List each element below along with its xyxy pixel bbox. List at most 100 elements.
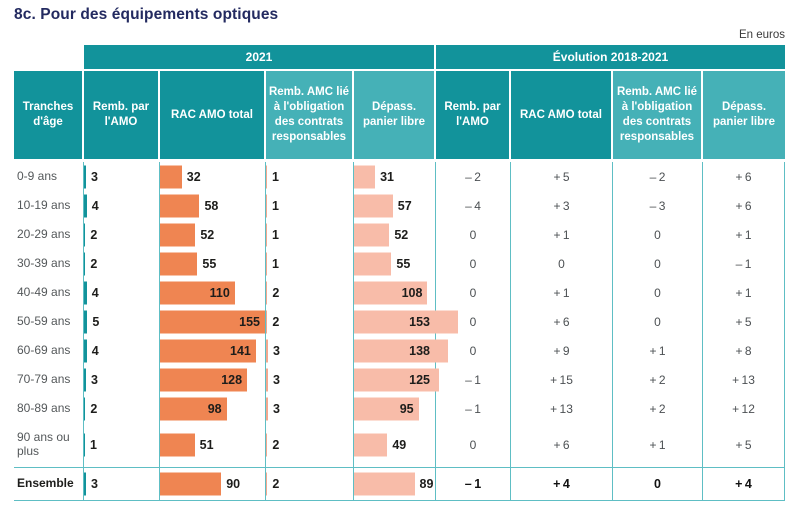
value-bar-remb-amc bbox=[266, 165, 267, 188]
evolution-value-remb-amc: – 2 bbox=[613, 162, 703, 191]
column-header-row: Tranches d'âge Remb. par l'AMO RAC AMO t… bbox=[14, 71, 785, 159]
value-label: 1 bbox=[272, 169, 279, 184]
evolution-value-rac-amo: + 6 bbox=[511, 423, 613, 467]
value-label: 55 bbox=[202, 256, 217, 271]
value-bar-depass bbox=[354, 252, 392, 275]
value-bar-depass bbox=[354, 397, 419, 420]
value-cell-rac-amo: 90 bbox=[160, 468, 266, 500]
value-bar-remb-amc bbox=[266, 252, 267, 275]
value-cell-remb-amc: 2 bbox=[266, 423, 354, 467]
value-bar-rac-amo bbox=[160, 252, 198, 275]
age-label: 70-79 ans bbox=[14, 365, 84, 394]
evolution-value-depass: + 5 bbox=[703, 307, 785, 336]
value-cell-remb-amo: 4 bbox=[84, 278, 160, 307]
evolution-value-rac-amo: + 4 bbox=[511, 468, 613, 500]
value-bar-rac-amo bbox=[160, 433, 195, 457]
evolution-value-remb-amc: + 1 bbox=[613, 423, 703, 467]
age-label: 10-19 ans bbox=[14, 191, 84, 220]
value-bar-depass bbox=[354, 165, 376, 188]
value-bar-remb-amc bbox=[266, 433, 268, 457]
value-label: 98 bbox=[207, 401, 222, 416]
evolution-value-depass: + 1 bbox=[703, 278, 785, 307]
value-bar-remb-amc bbox=[266, 368, 269, 391]
age-label: 30-39 ans bbox=[14, 249, 84, 278]
table-row: 20-29 ans 2 52 1 52 0 + 1 0 + 1 bbox=[14, 220, 785, 249]
value-bar-depass bbox=[354, 281, 428, 304]
value-label: 110 bbox=[209, 285, 230, 300]
value-bar-rac-amo bbox=[160, 165, 182, 188]
value-label: 90 bbox=[226, 477, 241, 491]
evolution-value-rac-amo: 0 bbox=[511, 249, 613, 278]
value-cell-rac-amo: 110 bbox=[160, 278, 266, 307]
value-label: 89 bbox=[419, 477, 434, 491]
evolution-value-remb-amo: – 1 bbox=[436, 394, 511, 423]
value-cell-remb-amo: 5 bbox=[84, 307, 160, 336]
value-label: 2 bbox=[90, 256, 98, 271]
data-table: 2021 Évolution 2018-2021 Tranches d'âge … bbox=[14, 45, 785, 501]
value-label: 2 bbox=[272, 477, 280, 491]
value-cell-remb-amo: 2 bbox=[84, 220, 160, 249]
value-bar-rac-amo bbox=[160, 472, 222, 496]
evolution-value-remb-amo: 0 bbox=[436, 423, 511, 467]
value-cell-rac-amo: 155 bbox=[160, 307, 266, 336]
value-cell-depass: 49 bbox=[354, 423, 436, 467]
table-row: 70-79 ans 3 128 3 125 – 1 + 15 + 2 + 13 bbox=[14, 365, 785, 394]
column-header-evo-remb-amc: Remb. AMC lié à l'obligation des contrat… bbox=[613, 71, 701, 159]
value-cell-remb-amo: 4 bbox=[84, 336, 160, 365]
table-row: 80-89 ans 2 98 3 95 – 1 + 13 + 2 + 12 bbox=[14, 394, 785, 423]
value-label: 153 bbox=[409, 314, 430, 329]
value-bar-remb-amc bbox=[266, 339, 269, 362]
value-label: 2 bbox=[272, 438, 280, 452]
table-row: 10-19 ans 4 58 1 57 – 4 + 3– 3 + 6 bbox=[14, 191, 785, 220]
evolution-value-remb-amc: 0 bbox=[613, 468, 703, 500]
value-label: 1 bbox=[272, 256, 279, 271]
evolution-value-remb-amo: – 2 bbox=[436, 162, 511, 191]
value-bar-rac-amo bbox=[160, 281, 235, 304]
column-header-remb-amo: Remb. par l'AMO bbox=[84, 71, 158, 159]
value-label: 95 bbox=[399, 401, 414, 416]
age-label: Ensemble bbox=[14, 468, 84, 500]
age-label: 0-9 ans bbox=[14, 162, 84, 191]
value-bar-remb-amc bbox=[266, 194, 267, 217]
value-label: 108 bbox=[401, 285, 423, 300]
value-cell-rac-amo: 55 bbox=[160, 249, 266, 278]
value-cell-depass: 95 bbox=[354, 394, 436, 423]
value-bar-rac-amo bbox=[160, 194, 200, 217]
value-bar-remb-amc bbox=[266, 397, 269, 420]
table-row: Ensemble 3 90 2 89– 1 + 4 0 + 4 bbox=[14, 467, 785, 501]
value-cell-remb-amc: 1 bbox=[266, 220, 354, 249]
value-cell-remb-amo: 4 bbox=[84, 191, 160, 220]
value-label: 1 bbox=[272, 227, 279, 242]
group-header-2021: 2021 bbox=[84, 45, 434, 69]
evolution-value-remb-amc: + 2 bbox=[613, 365, 703, 394]
value-cell-remb-amc: 1 bbox=[266, 162, 354, 191]
value-label: 141 bbox=[230, 343, 251, 358]
value-label: 49 bbox=[392, 438, 407, 452]
value-label: 125 bbox=[409, 372, 430, 387]
value-label: 3 bbox=[273, 401, 280, 416]
value-bar-remb-amc bbox=[266, 310, 268, 333]
value-label: 4 bbox=[91, 343, 99, 358]
value-bar-depass bbox=[354, 368, 439, 391]
value-bar-depass bbox=[354, 472, 415, 496]
value-label: 138 bbox=[409, 343, 430, 358]
value-label: 32 bbox=[186, 169, 201, 184]
value-label: 2 bbox=[90, 401, 98, 416]
value-cell-rac-amo: 141 bbox=[160, 336, 266, 365]
value-bar-remb-amo bbox=[84, 281, 87, 304]
value-label: 52 bbox=[394, 227, 409, 242]
age-label: 50-59 ans bbox=[14, 307, 84, 336]
evolution-value-depass: + 4 bbox=[703, 468, 785, 500]
value-label: 5 bbox=[92, 314, 100, 329]
evolution-value-remb-amo: – 1 bbox=[436, 365, 511, 394]
evolution-value-remb-amc: + 1 bbox=[613, 336, 703, 365]
value-label: 2 bbox=[272, 314, 280, 329]
value-label: 128 bbox=[221, 372, 243, 387]
evolution-value-rac-amo: + 13 bbox=[511, 394, 613, 423]
table-row: 40-49 ans 4 110 2 108 0 + 1 0 + 1 bbox=[14, 278, 785, 307]
table-row: 60-69 ans 4 141 3 138 0 + 9 + 1 + 8 bbox=[14, 336, 785, 365]
value-cell-remb-amo: 2 bbox=[84, 249, 160, 278]
table-row: 50-59 ans 5 155 2 153 0 + 6 0 + 5 bbox=[14, 307, 785, 336]
value-label: 1 bbox=[272, 198, 279, 213]
evolution-value-remb-amc: – 3 bbox=[613, 191, 703, 220]
